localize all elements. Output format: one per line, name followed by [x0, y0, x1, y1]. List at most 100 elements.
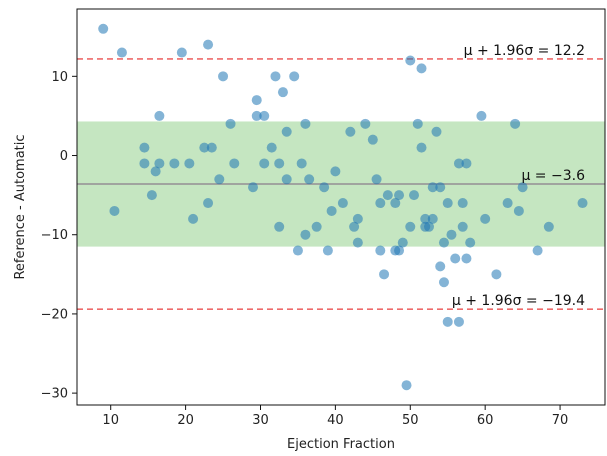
data-point: [442, 198, 453, 209]
data-point: [98, 23, 109, 34]
data-point: [453, 316, 464, 327]
data-point: [438, 237, 449, 248]
data-point: [218, 71, 229, 82]
data-point: [438, 277, 449, 288]
data-point: [517, 182, 528, 193]
data-point: [371, 174, 382, 185]
data-point: [203, 198, 214, 209]
data-point: [427, 213, 438, 224]
data-point: [352, 237, 363, 248]
data-point: [375, 198, 386, 209]
data-point: [296, 158, 307, 169]
data-point: [457, 198, 468, 209]
x-tick-label: 70: [552, 413, 569, 428]
data-point: [300, 118, 311, 129]
data-point: [259, 110, 270, 121]
data-point: [465, 237, 476, 248]
data-point: [229, 158, 240, 169]
data-point: [259, 158, 270, 169]
data-point: [248, 182, 258, 193]
data-point: [281, 174, 292, 185]
data-point: [577, 198, 588, 209]
data-point: [416, 63, 427, 74]
data-point: [420, 213, 431, 224]
data-point: [513, 205, 524, 216]
data-point: [109, 205, 120, 216]
data-point: [424, 221, 434, 232]
data-point: [491, 269, 502, 280]
x-tick-label: 30: [252, 413, 269, 428]
data-point: [251, 95, 262, 106]
data-point: [394, 245, 405, 256]
data-point: [446, 229, 457, 240]
data-point: [292, 245, 303, 256]
data-point: [146, 190, 157, 201]
y-tick-label: 0: [60, 149, 68, 164]
data-point: [382, 190, 393, 201]
data-point: [319, 182, 330, 193]
data-point: [281, 126, 292, 137]
mean-label: μ = −3.6: [521, 168, 585, 184]
data-point: [270, 71, 281, 82]
data-point: [405, 221, 416, 232]
data-point: [322, 245, 333, 256]
plot-border: [76, 8, 606, 406]
data-point: [416, 142, 427, 153]
data-point: [139, 158, 150, 169]
lower-limit-label: μ + 1.96σ = −19.4: [452, 293, 585, 309]
data-point: [431, 126, 442, 137]
x-tick-label: 20: [177, 413, 194, 428]
data-point: [266, 142, 277, 153]
data-point: [206, 142, 217, 153]
data-point: [457, 221, 468, 232]
data-point: [461, 253, 472, 264]
upper-limit-label: μ + 1.96σ = 12.2: [464, 43, 585, 59]
data-point: [412, 118, 423, 129]
y-axis-title: Reference - Automatic: [13, 134, 28, 279]
data-point: [188, 213, 199, 224]
x-tick-label: 60: [477, 413, 494, 428]
data-point: [154, 158, 165, 169]
y-tick-label: −10: [41, 228, 68, 243]
data-point: [480, 213, 491, 224]
data-point: [184, 158, 195, 169]
data-point: [379, 269, 390, 280]
data-point: [349, 221, 360, 232]
data-point: [450, 253, 461, 264]
data-point: [203, 39, 214, 50]
data-point: [116, 47, 127, 58]
data-point: [274, 221, 285, 232]
data-point: [150, 166, 161, 177]
data-point: [225, 118, 236, 129]
y-tick-label: −30: [41, 387, 68, 402]
data-point: [304, 174, 315, 185]
data-point: [352, 213, 363, 224]
data-point: [274, 158, 285, 169]
data-point: [345, 126, 356, 137]
data-point: [401, 380, 412, 391]
data-point: [510, 118, 521, 129]
data-point: [311, 221, 322, 232]
data-point: [154, 110, 165, 121]
data-point: [176, 47, 187, 58]
data-point: [251, 110, 262, 121]
data-point: [277, 87, 288, 98]
y-tick-label: −20: [41, 307, 68, 322]
y-tick-label: 10: [51, 70, 68, 85]
data-point: [435, 261, 446, 272]
x-tick-label: 50: [402, 413, 419, 428]
data-point: [397, 237, 408, 248]
data-point: [390, 198, 401, 209]
data-point: [199, 142, 210, 153]
data-point: [442, 316, 453, 327]
data-point: [375, 245, 386, 256]
x-tick-label: 40: [327, 413, 344, 428]
data-point: [453, 158, 464, 169]
data-point: [300, 229, 311, 240]
data-point: [169, 158, 180, 169]
data-point: [427, 182, 438, 193]
data-point: [360, 118, 371, 129]
data-point: [326, 205, 337, 216]
data-point: [337, 198, 348, 209]
